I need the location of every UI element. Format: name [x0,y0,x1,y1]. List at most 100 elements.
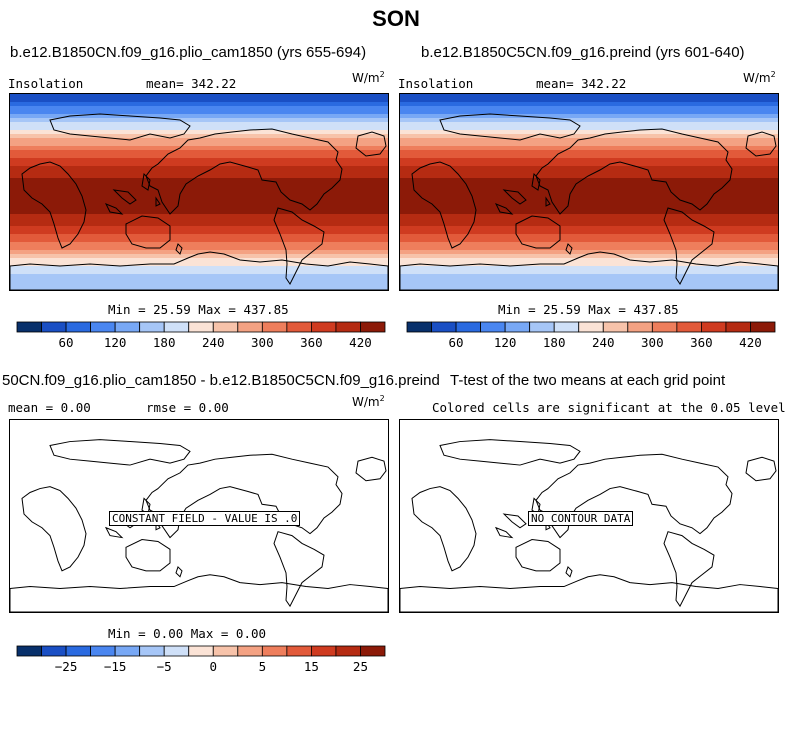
lat-band [10,190,388,195]
lat-band [10,94,388,99]
lat-band [400,274,778,279]
lat-band [10,130,388,135]
coastline [745,131,777,157]
coastline [145,128,343,215]
colorbar-swatch [455,321,481,333]
coastline [355,131,387,157]
colorbar-swatch [41,645,67,657]
lat-band [10,198,388,203]
lat-band [10,262,388,267]
panel3-map: CONSTANT FIELD - VALUE IS .0 [9,419,389,613]
lat-band [400,218,778,223]
coastline [515,215,561,249]
coastline [49,439,191,466]
figure-title: SON [372,6,420,31]
lat-band [400,154,778,159]
lat-band [10,146,388,151]
lat-band [400,258,778,263]
lat-band [10,150,388,155]
colorbar-tick-label: 25 [353,659,368,674]
colorbar-swatch [335,321,361,333]
coastline [145,453,343,539]
colorbar-swatch [163,321,190,333]
colorbar-swatch [431,321,457,333]
colorbar-swatch [114,321,141,333]
lat-band [400,174,778,179]
colorbar-tick-label: 360 [690,335,713,350]
lat-band [400,210,778,215]
colorbar-swatch [212,321,239,333]
coastline [663,207,715,285]
lat-band [400,194,778,199]
colorbar-swatch [163,645,190,657]
lat-band [400,254,778,259]
coastline [400,251,778,290]
lat-band [400,190,778,195]
colorbar-tick-label: 360 [300,335,323,350]
panel1-variable: Insolation [8,76,84,91]
colorbar-swatch [90,645,116,657]
coastline [49,113,191,141]
lat-band [10,202,388,207]
lat-band [10,170,388,175]
lat-band [10,118,388,123]
lat-band [10,226,388,231]
lat-band [400,150,778,155]
coastline [411,161,477,249]
panel4-subtitle: Colored cells are significant at the 0.0… [432,400,786,415]
coastline [125,215,171,249]
lat-band [10,142,388,147]
lat-band [400,102,778,107]
colorbar-swatch [188,645,214,657]
coastline [155,196,161,207]
colorbar-swatch [286,645,312,657]
coastline [494,203,514,215]
lat-band [10,266,388,271]
coastline [515,539,561,572]
colorbar-tick-label: 60 [449,335,464,350]
colorbar-swatch [261,645,288,657]
coastline [10,574,388,612]
lat-band [10,258,388,263]
colorbar-tick-label: 120 [494,335,517,350]
lat-band [10,134,388,139]
panel2-variable: Insolation [398,76,474,91]
colorbar-swatch [16,321,42,333]
colorbar-swatch [700,321,727,333]
colorbar-swatch [139,645,165,657]
lat-band [10,254,388,259]
panel2-minmax: Min = 25.59 Max = 437.85 [498,302,679,317]
colorbar-tick-label: 180 [153,335,176,350]
lat-band [400,246,778,251]
lat-band [400,278,778,283]
lat-band [400,222,778,227]
coastline [411,486,477,572]
colorbar-swatch [41,321,67,333]
coastline [175,243,183,255]
lat-band [10,138,388,143]
coastline [112,189,137,205]
panel3-units: W/m2 [352,394,385,409]
colorbar-swatch [237,645,263,657]
lat-band [10,286,388,290]
colorbar-tick-label: 240 [202,335,225,350]
lat-band [400,134,778,139]
lat-band [10,206,388,211]
colorbar-tick-label: 15 [304,659,319,674]
lat-band [400,234,778,239]
colorbar-tick-label: −5 [157,659,172,674]
lat-band [400,110,778,115]
panel1-map [9,93,389,291]
lat-band [400,130,778,135]
colorbar-tick-label: 240 [592,335,615,350]
lat-band [10,274,388,279]
lat-band [10,218,388,223]
lat-band [400,198,778,203]
lat-band [400,226,778,231]
colorbar-swatch [602,321,629,333]
colorbar-top-right: 60 120 180 240 300 360 420 [406,321,776,356]
lat-band [10,102,388,107]
colorbar-swatch [578,321,604,333]
lat-band [10,162,388,167]
colorbar-swatch [286,321,312,333]
